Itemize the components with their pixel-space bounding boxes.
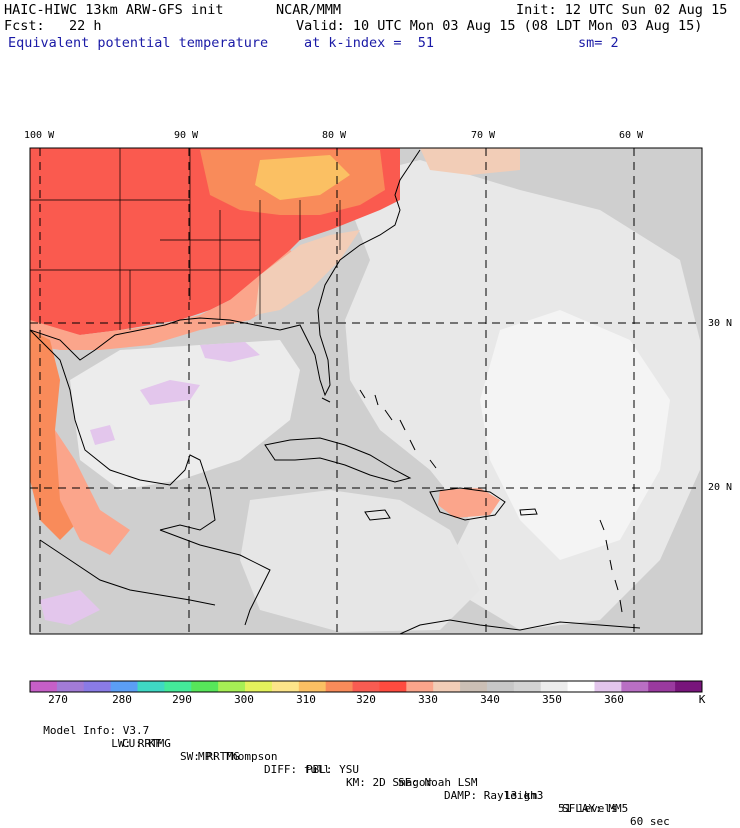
colorbar-tick-350: 350 <box>542 693 562 706</box>
colorbar-swatch <box>191 681 219 692</box>
lon-label-90w: 90 W <box>174 130 199 141</box>
lat-lon-grid <box>30 148 702 634</box>
colorbar-tick-330: 330 <box>418 693 438 706</box>
level-label: at k-index = 51 <box>304 35 435 51</box>
warm-region-yellow <box>255 155 350 200</box>
model-title: HAIC-HIWC 13km ARW-GFS init <box>4 2 224 18</box>
colorbar-swatch <box>271 681 300 692</box>
colorbar-swatch <box>110 681 139 692</box>
colorbar-swatch <box>621 681 649 692</box>
colorbar-tick-270: 270 <box>48 693 68 706</box>
footer-model-info: Model Info: V3.7 <box>43 724 150 737</box>
lavender-patch-gulf-2 <box>200 342 260 362</box>
footer-lw: LW: RRTMG <box>111 737 171 750</box>
lavender-patch-central-america <box>40 590 100 625</box>
colorbar-tick-340: 340 <box>480 693 500 706</box>
colorbar-unit: K <box>698 693 706 706</box>
lat-label-20n: 20 N <box>708 482 733 493</box>
footer-damp: DAMP: Rayleigh3 <box>444 789 544 802</box>
map-frame <box>29 147 703 635</box>
smoothing-label: sm= 2 <box>578 35 619 51</box>
lon-label-70w: 70 W <box>471 130 496 141</box>
warm-region-atlantic-ne <box>420 148 520 175</box>
lon-label-100w: 100 W <box>24 130 55 141</box>
colorbar-tick-300: 300 <box>234 693 254 706</box>
colorbar-tick-280: 280 <box>112 693 132 706</box>
colorbar-swatch <box>540 681 569 692</box>
colorbar-swatch <box>406 681 434 692</box>
warm-region-mexico-peach <box>55 430 130 555</box>
lon-label-60w: 60 W <box>619 130 644 141</box>
footer-line-2: LW: RRTMG SW: RRTMG DIFF: full KM: 2D Sm… <box>98 724 628 815</box>
org-label: NCAR/MMM <box>276 2 342 18</box>
lon-label-80w: 80 W <box>322 130 347 141</box>
colorbar-swatch <box>486 681 515 692</box>
colorbar-swatch <box>567 681 595 692</box>
warm-region-mexico <box>30 330 80 540</box>
valid-time: Valid: 10 UTC Mon 03 Aug 15 (08 LDT Mon … <box>296 18 703 34</box>
footer-sw: SW: RRTMG <box>180 750 240 763</box>
colorbar-swatch <box>433 681 461 692</box>
colorbar-swatch <box>460 681 488 692</box>
colorbar <box>29 680 703 693</box>
init-time: Init: 12 UTC Sun 02 Aug 15 <box>516 2 728 18</box>
colorbar-swatch <box>83 681 112 692</box>
colorbar-frame <box>29 680 703 693</box>
colorbar-swatch <box>298 681 327 692</box>
colorbar-swatch <box>137 681 165 692</box>
colorbar-tick-290: 290 <box>172 693 192 706</box>
footer-sflay: SFLAY: MM5 <box>562 802 629 815</box>
colorbar-swatch <box>218 681 246 692</box>
transition-tan <box>255 230 360 315</box>
coastlines <box>30 149 641 634</box>
colorbar-tick-310: 310 <box>296 693 316 706</box>
footer-timestep: 60 sec <box>630 815 670 828</box>
colorbar-swatch <box>513 681 542 692</box>
colorbar-swatch <box>675 681 703 692</box>
transition-peach <box>30 250 300 350</box>
colorbar-swatch <box>245 681 273 692</box>
colorbar-swatch <box>352 681 380 692</box>
field-name: Equivalent potential temperature <box>8 35 269 51</box>
footer-diff: DIFF: full <box>264 763 331 776</box>
colorbar-swatch <box>30 681 58 692</box>
footer-km: KM: 2D Smagor <box>346 776 433 789</box>
warm-region-hispaniola <box>438 488 500 518</box>
colorbar-swatch <box>648 681 676 692</box>
ocean-white-region <box>480 310 670 560</box>
colorbar-swatch <box>379 681 407 692</box>
forecast-hour: Fcst: 22 h <box>4 18 102 34</box>
lavender-patch-gulf-3 <box>90 425 115 445</box>
colorbar-tick-320: 320 <box>356 693 376 706</box>
colorbar-tick-360: 360 <box>604 693 624 706</box>
gulf-light-region <box>70 340 300 490</box>
map-canvas <box>29 147 703 693</box>
lavender-patch-gulf-1 <box>140 380 200 405</box>
colorbar-swatch <box>56 681 85 692</box>
state-borders <box>30 148 341 330</box>
caribbean-light-region <box>240 490 480 632</box>
colorbar-swatch <box>164 681 192 692</box>
lat-label-30n: 30 N <box>708 318 733 329</box>
colorbar-swatch <box>594 681 622 692</box>
colorbar-swatch <box>325 681 354 692</box>
